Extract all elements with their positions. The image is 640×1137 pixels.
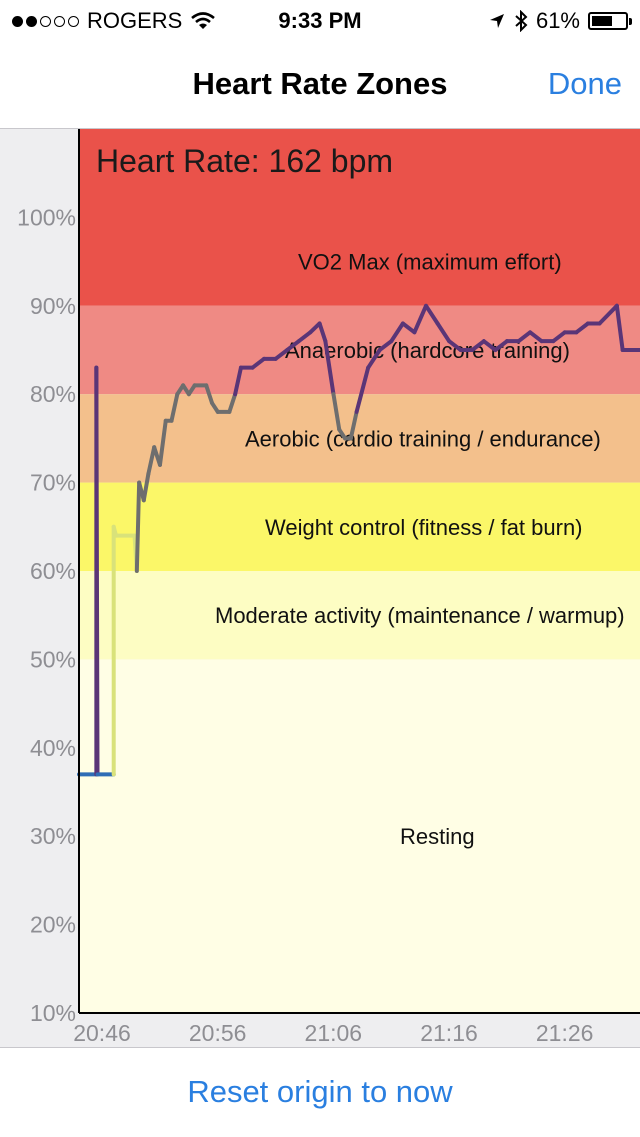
carrier-label: ROGERS (87, 8, 183, 33)
hr-line-segment (204, 383, 215, 406)
signal-dot (68, 15, 79, 27)
hr-line-segment (551, 330, 567, 344)
zone-label: Aerobic (cardio training / endurance) (245, 426, 601, 451)
hr-line-segment (528, 330, 544, 344)
status-right: 61% (488, 8, 632, 34)
zone-label: Anaerobic (hardcore training) (285, 338, 570, 363)
signal-dot (54, 15, 65, 27)
y-tick-label: 20% (30, 912, 76, 938)
battery-level (592, 16, 612, 26)
signal-dot (12, 15, 23, 27)
signal-dot (26, 15, 37, 27)
hr-line-segment (273, 348, 290, 361)
navigation-bar: Heart Rate Zones Done (0, 40, 640, 129)
signal-dot (40, 15, 51, 27)
hr-line-segment (400, 321, 417, 335)
x-tick-label: 21:06 (305, 1020, 363, 1046)
hr-line-segment (317, 321, 328, 344)
status-left: ROGERS (12, 8, 216, 34)
zone-band-0 (79, 129, 640, 306)
hr-line-segment (323, 339, 336, 397)
hr-line-segment (169, 392, 180, 423)
hr-line-segment (493, 339, 509, 352)
hr-line-segment (146, 445, 157, 476)
x-tick-label: 21:16 (420, 1020, 478, 1046)
bottom-toolbar: Reset origin to now (0, 1047, 640, 1137)
zone-band-4 (79, 571, 640, 660)
hr-line-segment (424, 303, 440, 326)
hr-line-segment (134, 480, 142, 573)
hr-line-segment (296, 330, 313, 344)
zone-band-5 (79, 659, 640, 1013)
hr-line-segment (250, 356, 267, 370)
hr-line-segment (157, 418, 168, 467)
hr-line-segment (614, 303, 625, 352)
hr-line-segment (435, 321, 452, 344)
zone-label: Moderate activity (maintenance / warmup) (215, 603, 625, 628)
hr-line-segment (366, 348, 382, 370)
hr-line-segment (377, 339, 394, 352)
hr-line-segment (233, 365, 243, 397)
y-tick-label: 100% (17, 204, 76, 230)
y-tick-label: 40% (30, 735, 76, 761)
x-tick-label: 20:56 (189, 1020, 247, 1046)
heart-rate-chart[interactable]: VO2 Max (maximum effort) Anaerobic (hardc… (0, 129, 640, 1047)
wifi-icon (191, 12, 216, 29)
location-arrow-icon (489, 14, 504, 28)
x-tick-label: 21:26 (536, 1020, 594, 1046)
cell-signal-icon (12, 15, 79, 27)
hr-line-segment (141, 471, 151, 503)
y-tick-label: 90% (30, 293, 76, 319)
battery-percent: 61% (535, 8, 580, 33)
reset-origin-button[interactable]: Reset origin to now (187, 1074, 453, 1109)
hr-line-segment (331, 392, 342, 432)
zone-band-3 (79, 482, 640, 571)
zone-label: VO2 Max (maximum effort) (298, 250, 562, 275)
battery-cap (629, 18, 632, 25)
hr-line-segment (470, 339, 486, 352)
y-tick-label: 60% (30, 558, 76, 584)
zone-label: Resting (400, 824, 475, 849)
zone-band-1 (79, 305, 640, 395)
bluetooth-icon (515, 10, 528, 32)
y-tick-label: 70% (30, 470, 76, 496)
heart-rate-readout: Heart Rate: 162 bpm (96, 143, 394, 179)
hr-line-segment (412, 303, 429, 335)
hr-line-segment (227, 392, 238, 414)
hr-line-segment (516, 330, 533, 344)
y-tick-label: 80% (30, 381, 76, 407)
hr-line-segment (389, 321, 405, 344)
status-bar: ROGERS 9:33 PM 61% (0, 0, 640, 40)
battery-icon (588, 12, 632, 30)
y-tick-label: 50% (30, 646, 76, 672)
status-time: 9:33 PM (278, 8, 362, 33)
hr-line-segment (574, 321, 590, 335)
hr-line-segment (481, 339, 498, 352)
hr-line-segment (354, 365, 371, 414)
y-tick-label: 30% (30, 823, 76, 849)
zone-label: Weight control (fitness / fat burn) (265, 515, 583, 540)
x-tick-label: 20:46 (73, 1020, 131, 1046)
done-button[interactable]: Done (547, 66, 622, 101)
hr-line-segment (285, 339, 301, 352)
page-title: Heart Rate Zones (192, 66, 448, 101)
hr-line-segment (348, 409, 359, 441)
hr-line-segment (94, 365, 100, 777)
hr-line-segment (597, 303, 619, 326)
y-tick-label: 10% (30, 1000, 76, 1026)
hr-line-segment (447, 339, 463, 352)
chart-svg[interactable]: VO2 Max (maximum effort) Anaerobic (hardc… (0, 129, 640, 1047)
